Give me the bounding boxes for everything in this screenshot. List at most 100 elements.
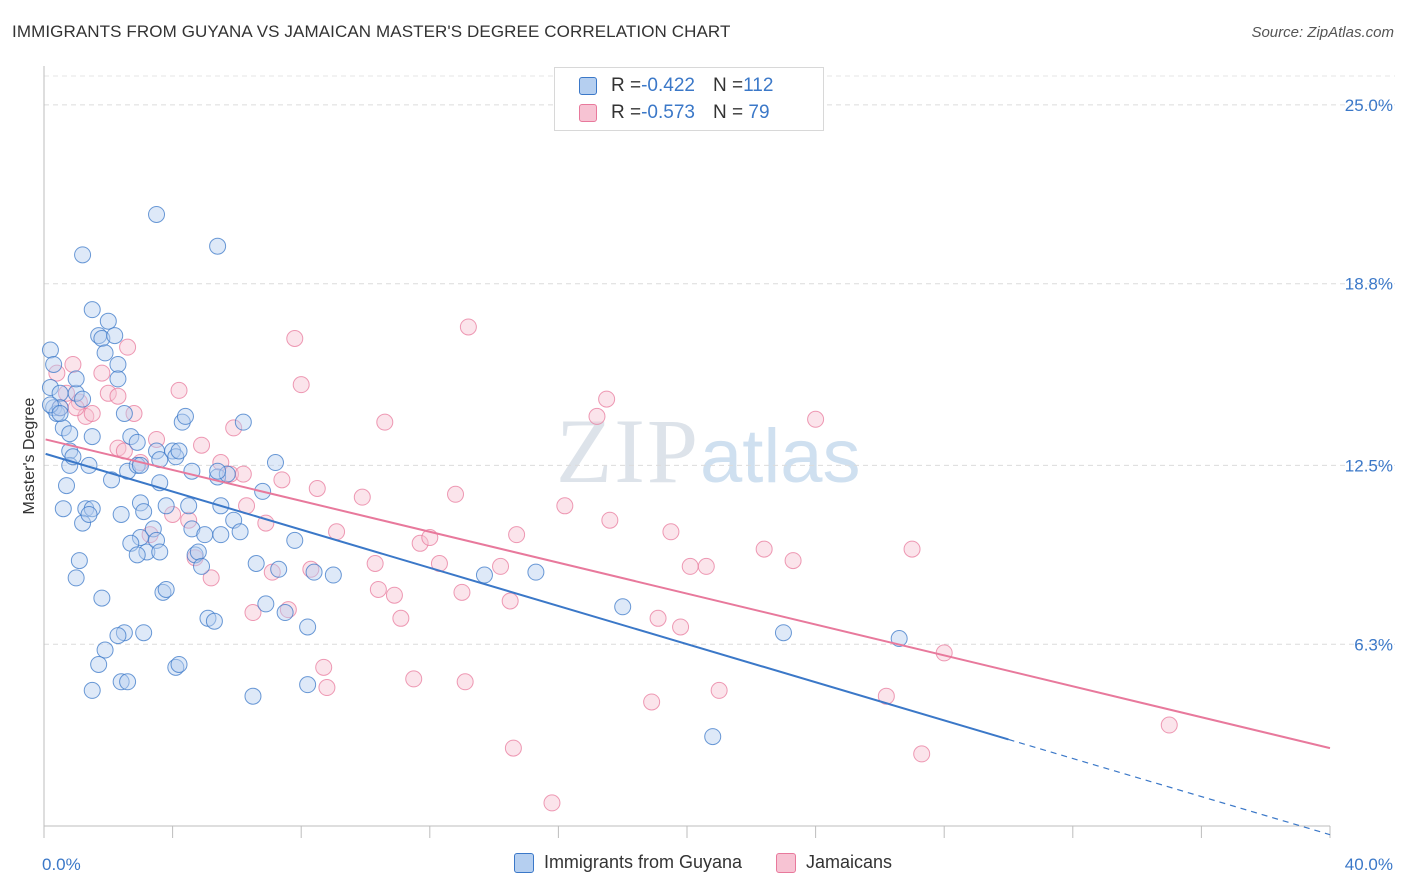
jamaican-point bbox=[353, 488, 371, 506]
legend-row-guyana: R = -0.422 N = 112 bbox=[579, 74, 773, 98]
guyana-point bbox=[109, 370, 127, 388]
legend-row-jamaicans: R = -0.573 N = 79 bbox=[579, 101, 770, 125]
jamaican-point bbox=[913, 745, 931, 763]
jamaican-point bbox=[681, 557, 699, 575]
guyana-point bbox=[167, 448, 185, 466]
jamaican-point bbox=[48, 364, 66, 382]
guyana-point bbox=[109, 355, 127, 373]
y-tick-label: 12.5% bbox=[1345, 456, 1393, 475]
y-tick-label: 25.0% bbox=[1345, 96, 1393, 115]
jamaican-point bbox=[1160, 716, 1178, 734]
guyana-point bbox=[128, 433, 146, 451]
jamaican-point bbox=[598, 390, 616, 408]
chart-title: IMMIGRANTS FROM GUYANA VS JAMAICAN MASTE… bbox=[12, 22, 731, 41]
guyana-point bbox=[270, 560, 288, 578]
jamaican-point bbox=[588, 407, 606, 425]
jamaican-point bbox=[257, 514, 275, 532]
guyana-point bbox=[157, 497, 175, 515]
guyana-point bbox=[122, 428, 140, 446]
guyana-point bbox=[231, 523, 249, 541]
guyana-point bbox=[135, 624, 153, 642]
guyana-point bbox=[131, 456, 149, 474]
jamaican-point bbox=[492, 557, 510, 575]
guyana-point bbox=[154, 583, 172, 601]
jamaican-point bbox=[369, 580, 387, 598]
legend-swatch-guyana bbox=[513, 852, 534, 873]
jamaican-point bbox=[807, 410, 825, 428]
guyana-point bbox=[54, 500, 72, 518]
guyana-point bbox=[196, 526, 214, 544]
jamaican-point bbox=[64, 355, 82, 373]
guyana-point bbox=[167, 658, 185, 676]
guyana-point bbox=[151, 543, 169, 561]
jamaican-point bbox=[672, 618, 690, 636]
jamaican-point bbox=[543, 794, 561, 812]
legend-label-jamaicans: Jamaicans bbox=[806, 852, 893, 872]
guyana-point bbox=[157, 580, 175, 598]
jamaican-point bbox=[601, 511, 619, 529]
guyana-point bbox=[209, 462, 227, 480]
x-tick-label: 40.0% bbox=[1345, 855, 1393, 874]
guyana-point bbox=[704, 728, 722, 746]
jamaican-point bbox=[508, 526, 526, 544]
guyana-point bbox=[205, 612, 223, 630]
guyana-point bbox=[475, 566, 493, 584]
guyana-point bbox=[890, 630, 908, 647]
guyana-point bbox=[148, 205, 166, 223]
guyana-point bbox=[115, 405, 133, 422]
guyana-point bbox=[112, 505, 130, 523]
guyana-point bbox=[80, 505, 98, 523]
legend-label-guyana: Immigrants from Guyana bbox=[543, 852, 742, 872]
guyana-point bbox=[131, 494, 149, 512]
jamaican-point bbox=[244, 604, 262, 622]
x-tick-label: 0.0% bbox=[42, 855, 81, 874]
guyana-point bbox=[247, 555, 265, 572]
legend-r-label: R = bbox=[611, 102, 642, 123]
jamaican-point bbox=[225, 419, 243, 437]
jamaican-point bbox=[119, 338, 137, 356]
jamaican-point bbox=[148, 430, 166, 448]
guyana-point bbox=[324, 566, 342, 584]
guyana-point bbox=[51, 399, 69, 417]
guyana-point bbox=[234, 413, 252, 431]
guyana-point bbox=[67, 569, 85, 587]
jamaican-point bbox=[93, 364, 111, 382]
guyana-point bbox=[61, 425, 79, 443]
guyana-point bbox=[58, 477, 76, 495]
jamaican-point bbox=[447, 485, 465, 503]
guyana-trend-line bbox=[45, 452, 1009, 741]
jamaican-point bbox=[315, 658, 333, 676]
jamaican-point bbox=[286, 330, 304, 347]
guyana-point bbox=[112, 673, 130, 691]
guyana-point bbox=[527, 563, 545, 581]
guyana-point bbox=[257, 595, 275, 613]
guyana-point bbox=[193, 557, 211, 575]
guyana-point bbox=[244, 687, 262, 705]
legend-swatch-jamaicans bbox=[579, 104, 597, 122]
guyana-point bbox=[83, 681, 101, 699]
jamaican-point bbox=[125, 405, 143, 422]
jamaican-point bbox=[501, 592, 519, 610]
jamaican-point bbox=[273, 471, 291, 489]
guyana-point bbox=[41, 379, 59, 397]
guyana-point bbox=[67, 384, 85, 402]
guyana-point bbox=[170, 655, 188, 673]
jamaican-point bbox=[755, 540, 773, 558]
guyana-point bbox=[93, 589, 111, 607]
guyana-point bbox=[45, 399, 63, 417]
guyana-point bbox=[774, 624, 792, 642]
jamaican-point bbox=[697, 557, 715, 575]
guyana-point bbox=[74, 514, 92, 532]
guyana-point bbox=[106, 327, 124, 345]
jamaican-point bbox=[376, 413, 394, 431]
guyana-point bbox=[41, 396, 59, 414]
guyana-point bbox=[77, 500, 95, 518]
jamaican-point bbox=[180, 511, 198, 529]
legend-item-guyana: Immigrants from Guyana bbox=[513, 852, 742, 873]
jamaican-point bbox=[202, 569, 220, 587]
jamaican-point bbox=[141, 526, 159, 544]
jamaican-point bbox=[456, 673, 474, 691]
jamaican-point bbox=[58, 384, 76, 402]
jamaican-point bbox=[392, 609, 410, 627]
